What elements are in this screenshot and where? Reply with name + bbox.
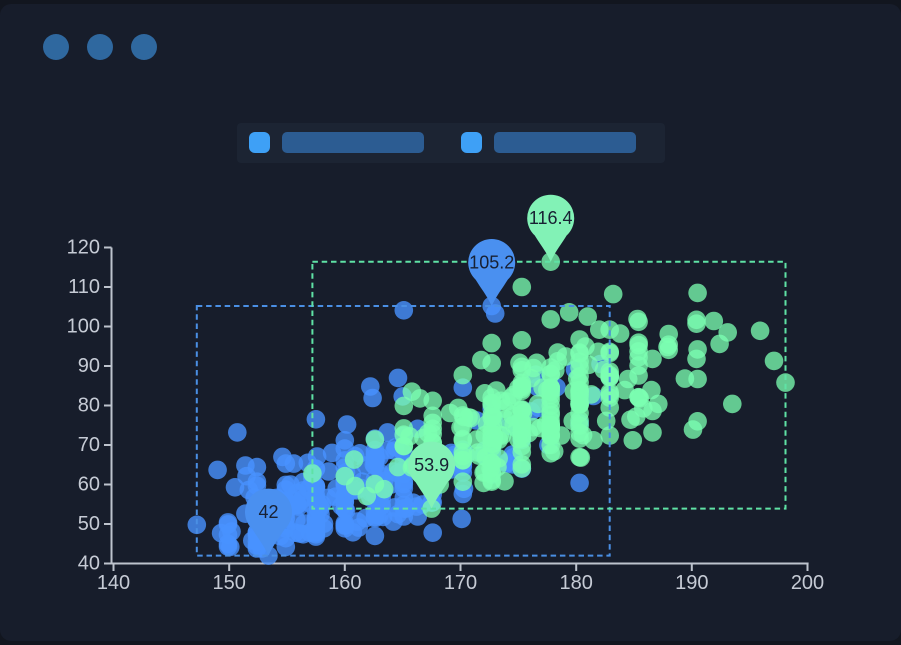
svg-text:90: 90 [78, 355, 100, 377]
svg-text:120: 120 [67, 237, 100, 259]
svg-text:200: 200 [791, 572, 824, 594]
svg-text:105.2: 105.2 [469, 253, 514, 273]
svg-text:50: 50 [78, 513, 100, 535]
svg-text:180: 180 [560, 572, 593, 594]
svg-text:110: 110 [68, 276, 100, 298]
svg-text:80: 80 [78, 395, 100, 417]
svg-text:70: 70 [78, 434, 100, 456]
svg-text:190: 190 [675, 572, 708, 594]
svg-text:150: 150 [213, 572, 246, 594]
svg-text:40: 40 [78, 553, 100, 575]
svg-text:42: 42 [258, 502, 278, 522]
svg-text:100: 100 [67, 316, 100, 338]
svg-text:116.4: 116.4 [529, 208, 573, 228]
svg-text:170: 170 [444, 572, 477, 594]
svg-text:160: 160 [328, 572, 361, 594]
svg-text:53.9: 53.9 [414, 455, 449, 475]
svg-text:140: 140 [97, 572, 130, 594]
svg-text:60: 60 [78, 474, 100, 496]
